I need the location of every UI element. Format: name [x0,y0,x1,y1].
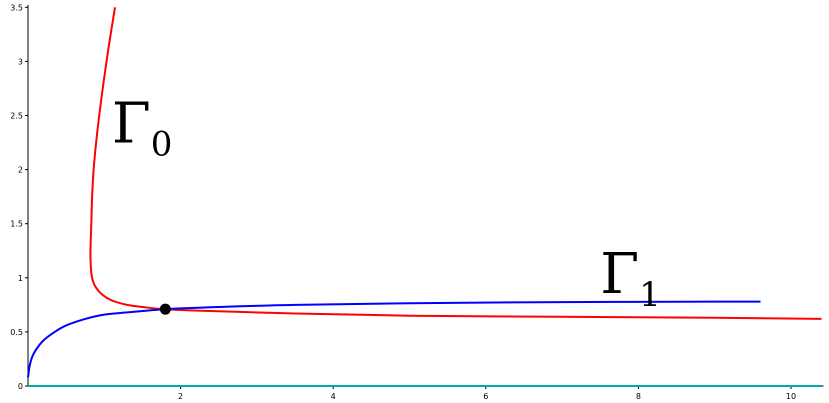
y-tick-label: 0.5 [10,328,23,337]
y-tick-label: 1.5 [10,220,23,229]
gamma1-label-subscript: 1 [639,275,661,315]
gamma0-label-main: Γ [112,92,151,157]
x-tick-label: 6 [483,392,488,401]
gamma1-curve [27,300,761,378]
gamma0-label-subscript: 0 [151,125,173,165]
y-tick-label: 2.5 [10,112,23,121]
x-tick-label: 4 [331,392,336,401]
y-tick-label: 3 [18,57,23,66]
x-tick-label: 10 [786,392,796,401]
gamma1-label-main: Γ [600,242,639,307]
x-tick-label: 8 [636,392,641,401]
gamma0-curve [89,7,822,320]
y-tick-label: 2 [18,166,23,175]
gamma0-label: Γ0 [112,92,172,165]
intersection-point [159,303,171,315]
x-tick-label: 2 [178,392,183,401]
y-tick-label: 3.5 [10,3,23,12]
y-tick-label: 1 [18,274,23,283]
gamma1-label: Γ1 [600,242,661,315]
y-tick-label: 0 [18,382,23,391]
